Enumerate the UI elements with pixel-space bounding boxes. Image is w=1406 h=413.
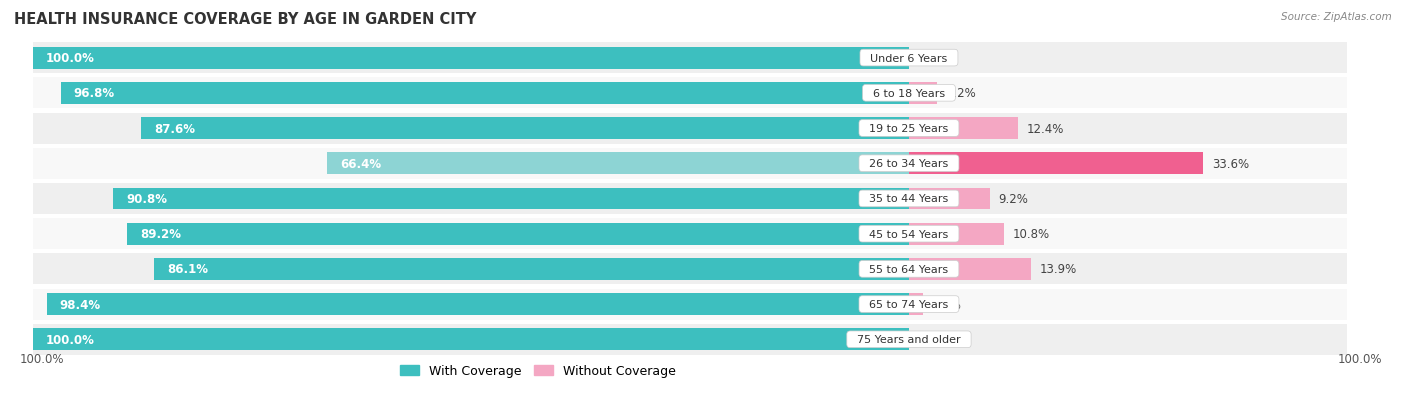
Bar <box>32 148 1347 179</box>
Text: 89.2%: 89.2% <box>141 228 181 241</box>
Text: 100.0%: 100.0% <box>1337 352 1382 365</box>
Bar <box>60 83 908 104</box>
Bar <box>32 43 1347 74</box>
Text: 3.2%: 3.2% <box>946 87 976 100</box>
Text: 35 to 44 Years: 35 to 44 Years <box>862 194 956 204</box>
Text: 45 to 54 Years: 45 to 54 Years <box>862 229 956 239</box>
Text: 98.4%: 98.4% <box>59 298 101 311</box>
Text: 10.8%: 10.8% <box>1012 228 1049 241</box>
Bar <box>127 223 908 245</box>
Text: 100.0%: 100.0% <box>45 52 94 65</box>
Bar <box>112 188 908 210</box>
Bar <box>32 254 1347 285</box>
Legend: With Coverage, Without Coverage: With Coverage, Without Coverage <box>395 359 681 382</box>
Bar <box>32 324 1347 355</box>
Text: 66.4%: 66.4% <box>340 157 381 170</box>
Text: 75 Years and older: 75 Years and older <box>851 335 967 344</box>
Text: Source: ZipAtlas.com: Source: ZipAtlas.com <box>1281 12 1392 22</box>
Text: 100.0%: 100.0% <box>20 352 63 365</box>
Text: 0.0%: 0.0% <box>918 333 948 346</box>
Bar <box>155 258 908 280</box>
Text: 26 to 34 Years: 26 to 34 Years <box>862 159 956 169</box>
Text: 86.1%: 86.1% <box>167 263 208 276</box>
Text: 100.0%: 100.0% <box>45 333 94 346</box>
Text: 33.6%: 33.6% <box>1212 157 1250 170</box>
Bar <box>32 218 1347 249</box>
Bar <box>908 294 922 315</box>
Bar <box>908 83 936 104</box>
Bar <box>141 118 908 140</box>
Text: 1.6%: 1.6% <box>932 298 962 311</box>
Text: Under 6 Years: Under 6 Years <box>863 53 955 64</box>
Bar <box>328 153 908 175</box>
Bar <box>46 294 908 315</box>
Text: 9.2%: 9.2% <box>998 192 1028 205</box>
Bar <box>32 113 1347 144</box>
Bar <box>32 289 1347 320</box>
Text: 87.6%: 87.6% <box>155 122 195 135</box>
Bar <box>32 47 908 69</box>
Bar <box>32 329 908 350</box>
Text: 0.0%: 0.0% <box>918 52 948 65</box>
Text: 65 to 74 Years: 65 to 74 Years <box>862 299 956 309</box>
Text: 19 to 25 Years: 19 to 25 Years <box>862 124 956 134</box>
Bar <box>908 153 1204 175</box>
Bar <box>908 188 990 210</box>
Bar <box>908 223 1004 245</box>
Bar <box>32 78 1347 109</box>
Text: 13.9%: 13.9% <box>1039 263 1077 276</box>
Text: 6 to 18 Years: 6 to 18 Years <box>866 88 952 99</box>
Text: HEALTH INSURANCE COVERAGE BY AGE IN GARDEN CITY: HEALTH INSURANCE COVERAGE BY AGE IN GARD… <box>14 12 477 27</box>
Bar <box>908 258 1031 280</box>
Text: 96.8%: 96.8% <box>73 87 115 100</box>
Text: 90.8%: 90.8% <box>127 192 167 205</box>
Bar <box>32 183 1347 214</box>
Bar <box>908 118 1018 140</box>
Text: 55 to 64 Years: 55 to 64 Years <box>862 264 956 274</box>
Text: 12.4%: 12.4% <box>1026 122 1064 135</box>
